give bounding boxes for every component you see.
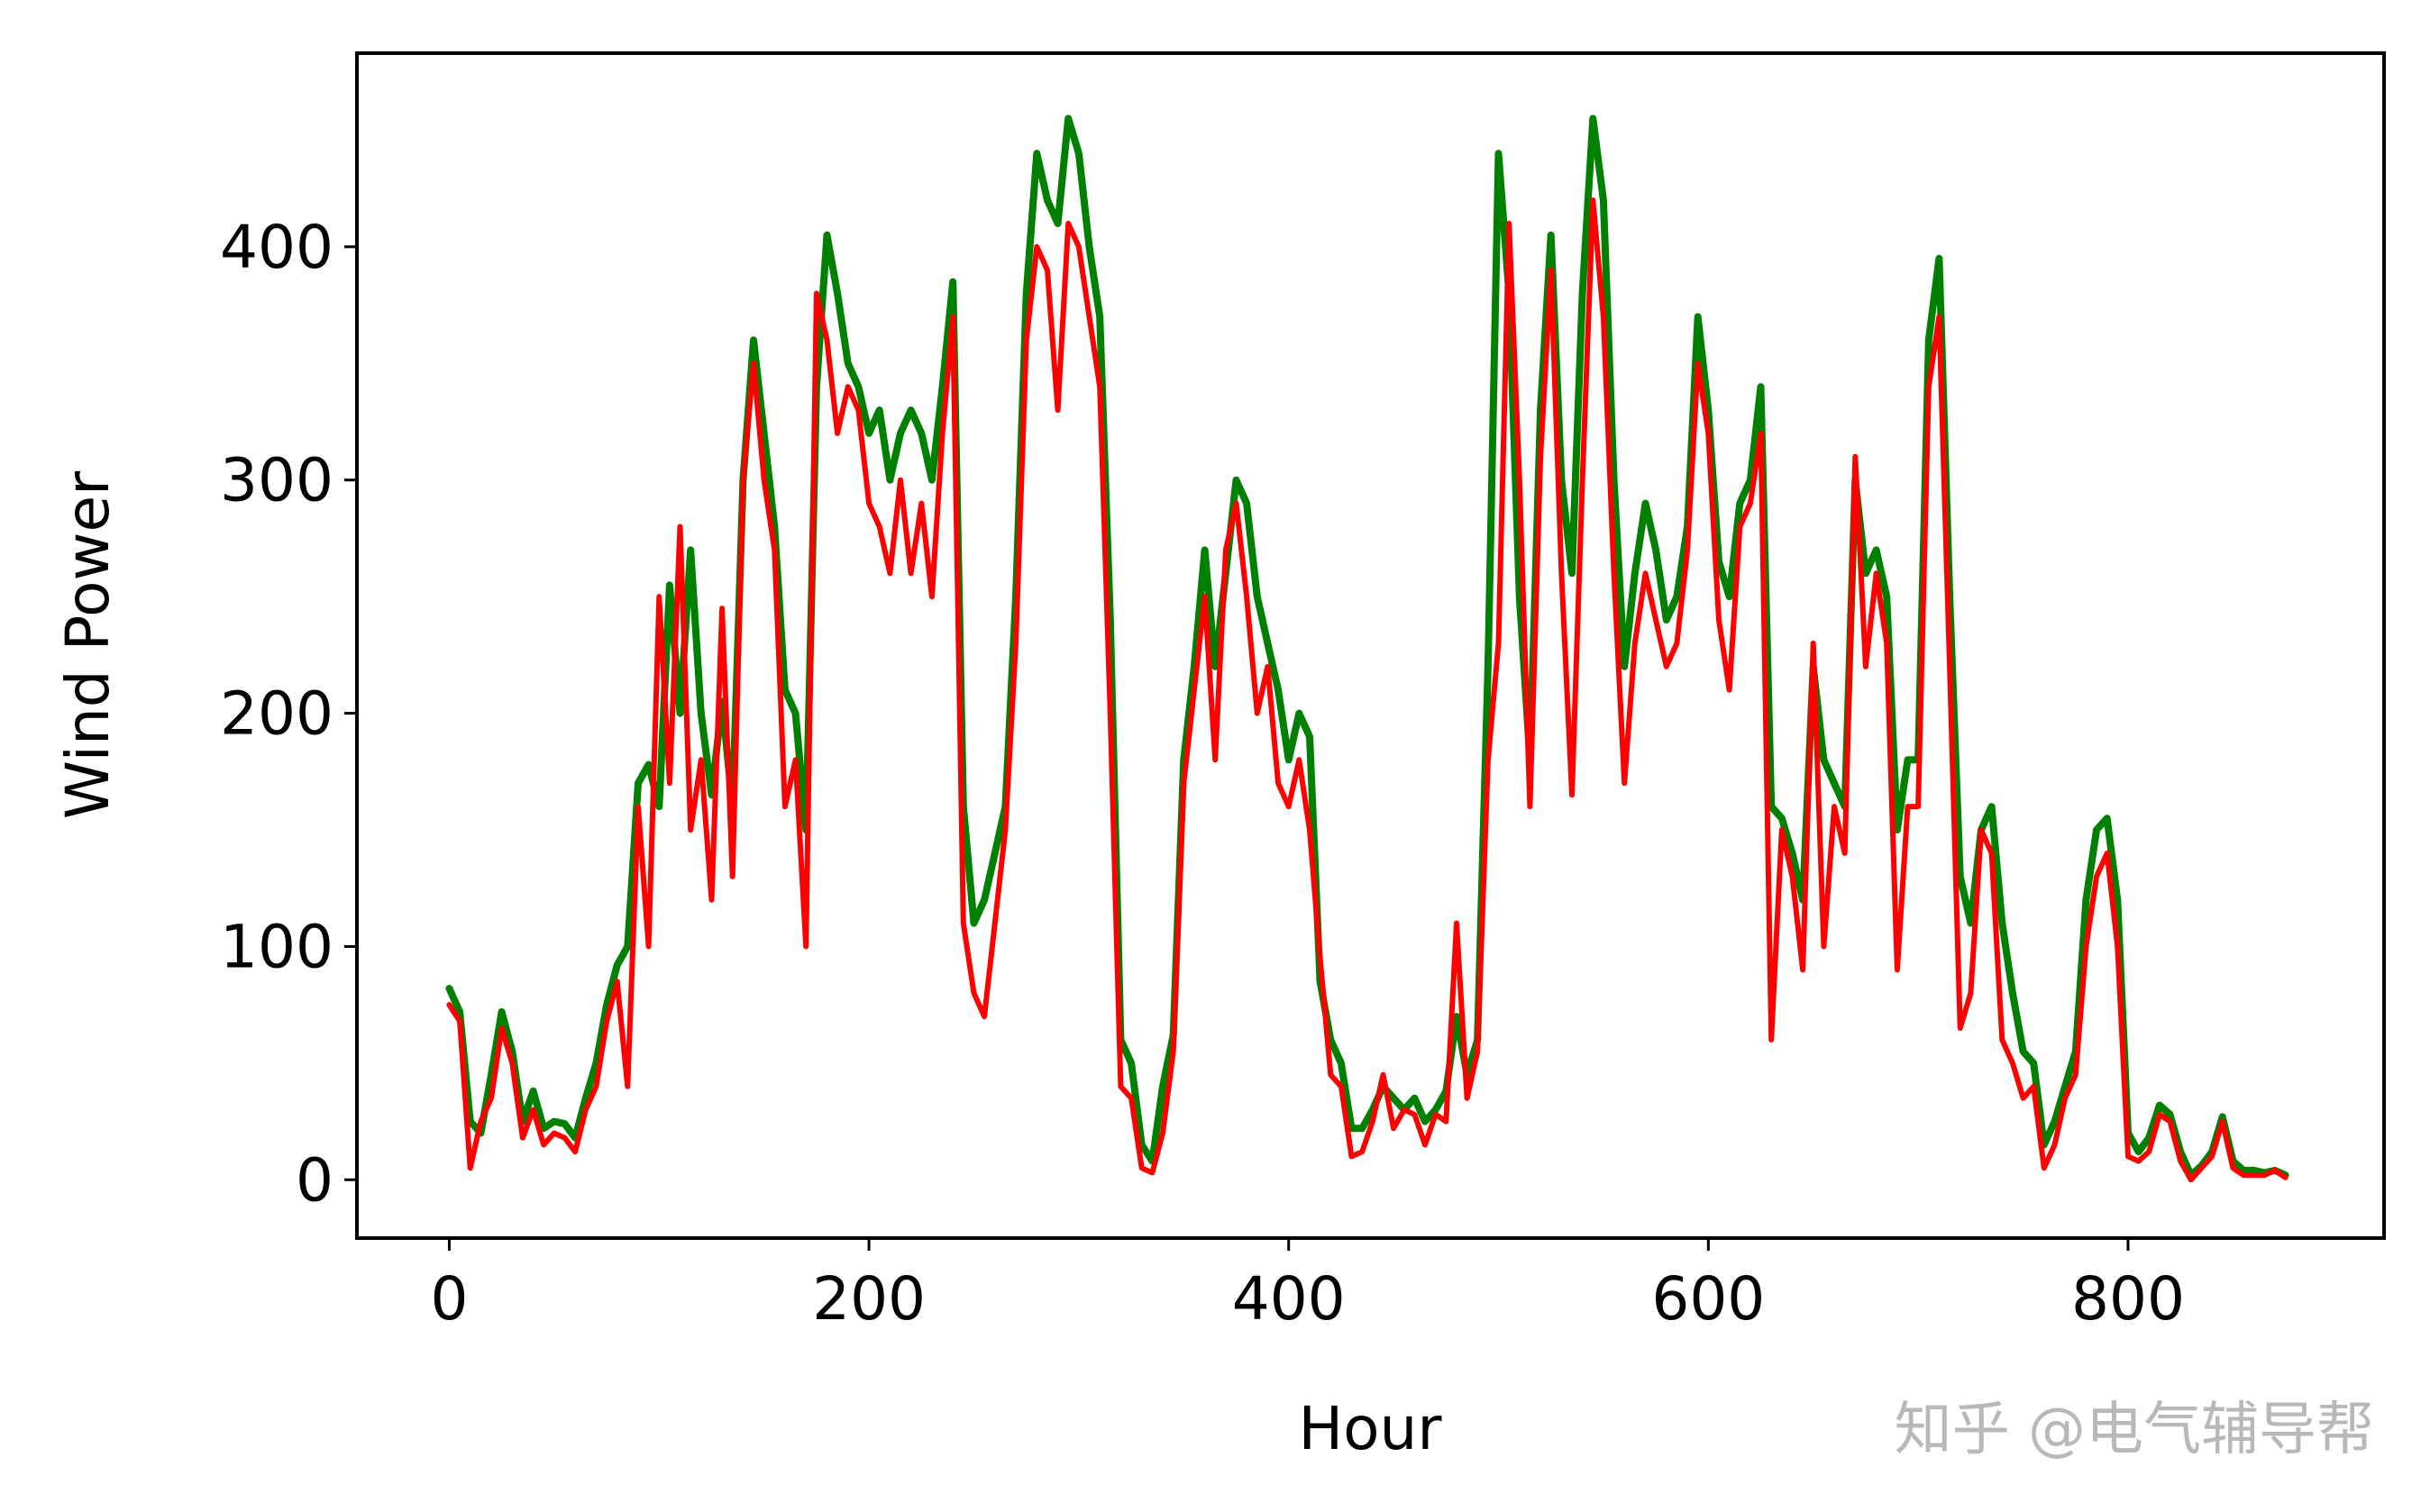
y-tick-label: 400	[220, 213, 333, 282]
watermark: 知乎 @电气辅导帮	[1895, 1397, 2374, 1463]
y-axis-ticks: 0 100 200 300 400	[220, 213, 357, 1215]
series-line-2	[446, 197, 2289, 1183]
x-axis-label: Hour	[1299, 1394, 1443, 1463]
x-tick-label: 200	[812, 1264, 926, 1334]
y-tick-label: 200	[220, 679, 333, 749]
y-axis-label: Wind Power	[53, 470, 123, 819]
series-layer	[445, 114, 2289, 1183]
x-tick-label: 400	[1232, 1264, 1346, 1334]
y-tick-label: 0	[296, 1145, 333, 1215]
x-tick-label: 0	[430, 1264, 468, 1334]
x-axis-ticks: 0 200 400 600 800	[430, 1238, 2185, 1334]
y-tick-label: 300	[220, 446, 333, 515]
x-tick-label: 800	[2071, 1264, 2185, 1334]
plot-frame	[355, 51, 2386, 1240]
x-tick-label: 600	[1651, 1264, 1765, 1334]
y-tick-label: 100	[220, 912, 333, 981]
